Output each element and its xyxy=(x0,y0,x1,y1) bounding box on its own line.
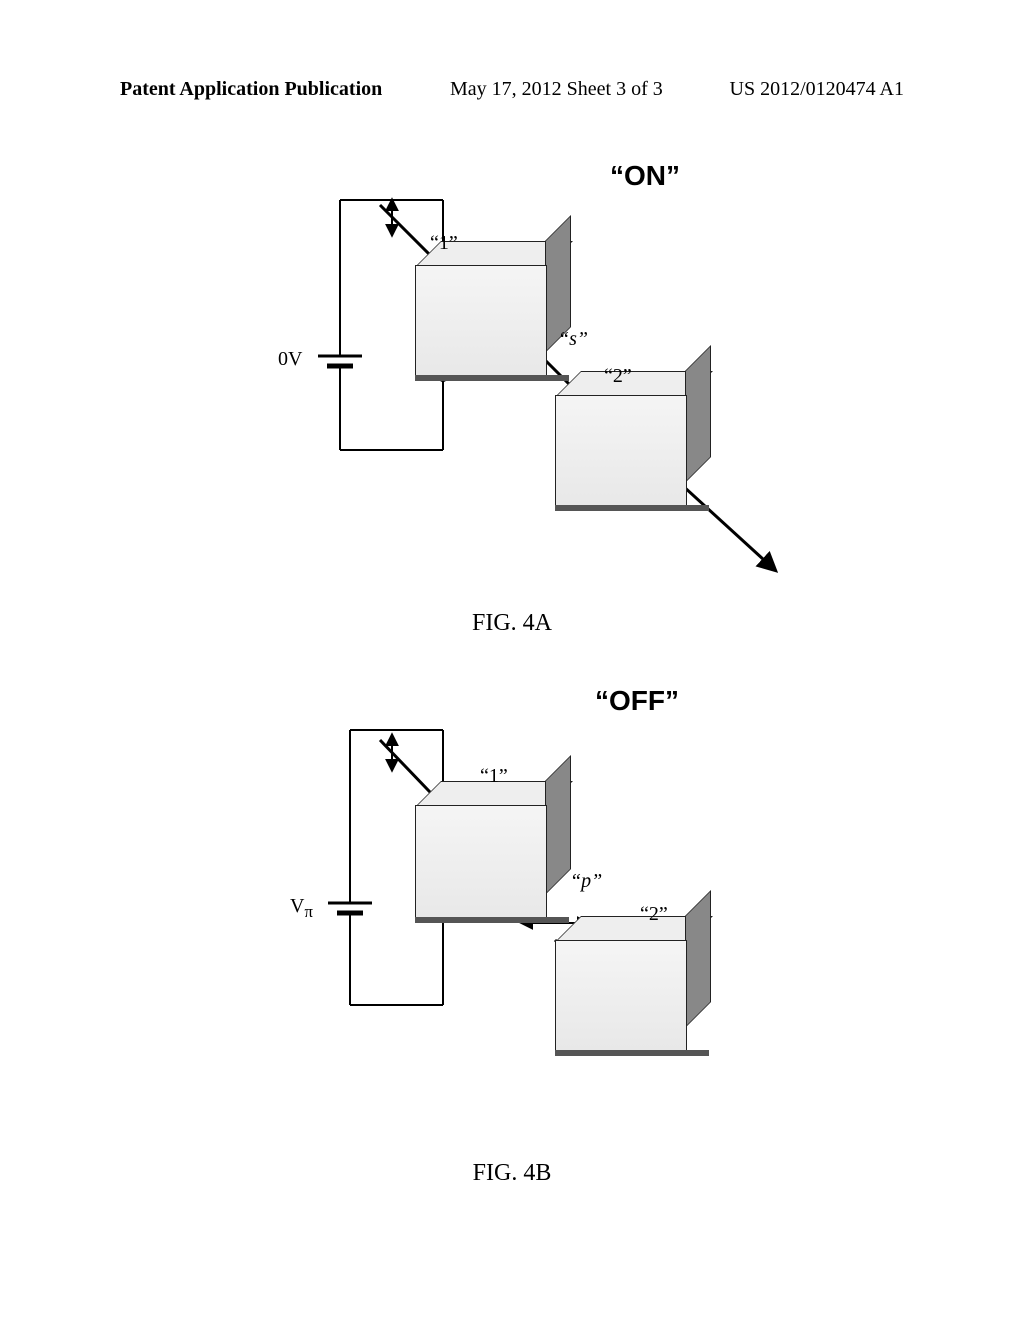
cube1-label-a: “1” xyxy=(430,232,458,255)
header-mid: May 17, 2012 Sheet 3 of 3 xyxy=(450,78,663,101)
header-right: US 2012/0120474 A1 xyxy=(730,78,904,101)
caption-4a: FIG. 4A xyxy=(0,610,1024,637)
polarization-label-p: “p” xyxy=(570,870,602,893)
figure-4a: “ON” xyxy=(0,150,1024,620)
voltage-label-b: Vπ xyxy=(290,895,313,922)
cube2-label-b: “2” xyxy=(640,903,668,926)
caption-4b: FIG. 4B xyxy=(0,1160,1024,1187)
figure-4b: “OFF” xyxy=(0,665,1024,1165)
circuit-svg-a xyxy=(0,150,1024,620)
header-left: Patent Application Publication xyxy=(120,78,382,101)
cube2-label-a: “2” xyxy=(604,365,632,388)
voltage-label-a: 0V xyxy=(278,348,302,371)
voltage-v: V xyxy=(290,895,304,917)
voltage-sub: π xyxy=(304,902,312,921)
cube1-label-b: “1” xyxy=(480,765,508,788)
polarization-label-s: “s” xyxy=(558,328,588,351)
